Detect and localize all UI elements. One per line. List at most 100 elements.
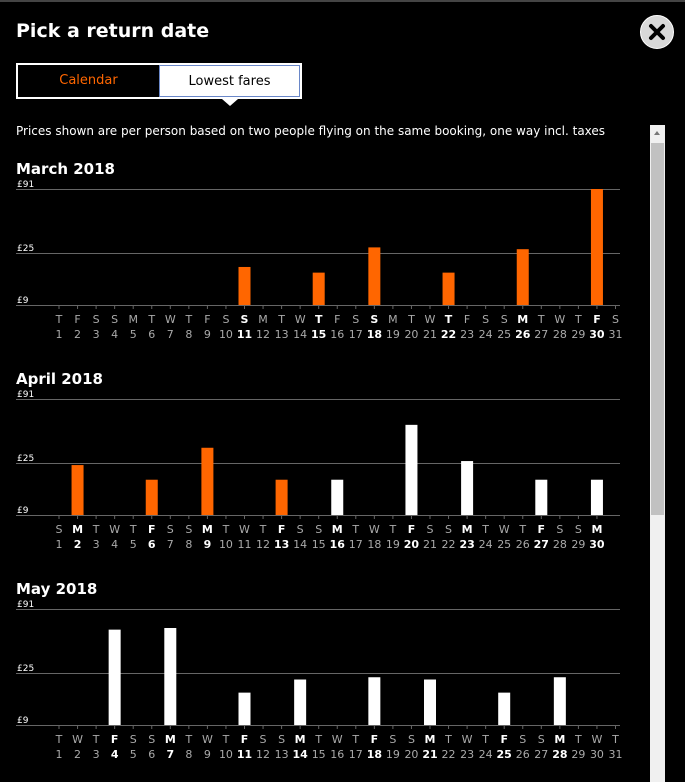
weekday-label: T bbox=[259, 523, 267, 536]
weekday-label: T bbox=[184, 313, 192, 326]
fare-bar-april-2[interactable] bbox=[71, 465, 84, 515]
day-number-label: 1 bbox=[56, 748, 63, 761]
fare-chart-may: £91£25£9T1W2T3F4S5S6M7T8W9T10F11S12S13M1… bbox=[16, 600, 623, 761]
scrollbar-thumb[interactable] bbox=[651, 143, 664, 515]
weekday-label: W bbox=[239, 523, 250, 536]
fare-bar-march-22[interactable] bbox=[442, 272, 455, 305]
weekday-label: W bbox=[554, 313, 565, 326]
day-number-label: 4 bbox=[111, 328, 118, 341]
tab-lowest-fares[interactable]: Lowest fares bbox=[158, 65, 300, 97]
weekday-label: T bbox=[574, 313, 582, 326]
day-number-label[interactable]: 15 bbox=[311, 328, 326, 341]
fare-bar-april-6[interactable] bbox=[145, 479, 158, 515]
day-number-label[interactable]: 22 bbox=[441, 328, 456, 341]
weekday-label: S bbox=[278, 733, 285, 746]
fare-bar-march-30[interactable] bbox=[590, 189, 603, 305]
day-number-label[interactable]: 18 bbox=[367, 748, 382, 761]
fare-bar-may-14[interactable] bbox=[294, 679, 307, 725]
fare-bar-april-9[interactable] bbox=[201, 447, 214, 515]
day-number-label: 20 bbox=[404, 748, 418, 761]
fare-bar-march-15[interactable] bbox=[312, 272, 325, 305]
fare-bar-april-23[interactable] bbox=[461, 461, 474, 515]
weekday-label: S bbox=[408, 733, 415, 746]
day-number-label[interactable]: 25 bbox=[497, 748, 512, 761]
fare-bar-march-18[interactable] bbox=[368, 247, 381, 305]
day-number-label: 6 bbox=[148, 748, 155, 761]
fare-bar-april-27[interactable] bbox=[535, 479, 548, 515]
fare-bar-may-4[interactable] bbox=[108, 629, 121, 725]
day-number-label: 19 bbox=[386, 748, 400, 761]
weekday-label: T bbox=[611, 733, 619, 746]
day-number-label[interactable]: 28 bbox=[552, 748, 567, 761]
day-number-label: 3 bbox=[93, 748, 100, 761]
fare-bar-may-21[interactable] bbox=[424, 679, 436, 725]
day-number-label: 16 bbox=[330, 328, 344, 341]
day-number-label[interactable]: 21 bbox=[422, 748, 437, 761]
fare-bar-may-25[interactable] bbox=[498, 692, 511, 725]
day-number-label[interactable]: 13 bbox=[274, 538, 289, 551]
weekday-label: F bbox=[593, 313, 601, 326]
weekday-label: W bbox=[425, 313, 436, 326]
day-number-label[interactable]: 20 bbox=[404, 538, 420, 551]
weekday-label: T bbox=[129, 523, 137, 536]
day-number-label[interactable]: 11 bbox=[237, 328, 252, 341]
day-number-label[interactable]: 6 bbox=[148, 538, 156, 551]
fare-bar-april-20[interactable] bbox=[405, 424, 418, 515]
y-tick-label: £91 bbox=[17, 600, 34, 610]
day-number-label: 30 bbox=[590, 748, 604, 761]
day-number-label: 22 bbox=[442, 538, 456, 551]
day-number-label[interactable]: 11 bbox=[237, 748, 252, 761]
fare-bar-may-28[interactable] bbox=[553, 677, 566, 725]
day-number-label[interactable]: 14 bbox=[292, 748, 308, 761]
day-number-label[interactable]: 2 bbox=[74, 538, 82, 551]
y-tick-label: £25 bbox=[17, 664, 34, 674]
weekday-label: T bbox=[445, 313, 453, 326]
fare-bar-may-18[interactable] bbox=[368, 677, 381, 725]
fare-chart-march: £91£25£9T1F2S3S4M5T6W7T8F9S10S11M12T13W1… bbox=[16, 180, 623, 341]
weekday-label: W bbox=[462, 733, 473, 746]
weekday-label: T bbox=[315, 313, 323, 326]
day-number-label: 19 bbox=[386, 328, 400, 341]
weekday-label: M bbox=[128, 313, 138, 326]
day-number-label: 15 bbox=[312, 748, 326, 761]
day-number-label[interactable]: 9 bbox=[204, 538, 212, 551]
day-number-label: 23 bbox=[460, 328, 474, 341]
day-number-label: 3 bbox=[93, 328, 100, 341]
fare-bar-april-13[interactable] bbox=[275, 479, 288, 515]
scroll-up-button[interactable] bbox=[650, 125, 665, 141]
weekday-label: M bbox=[165, 733, 176, 746]
weekday-label: W bbox=[332, 733, 343, 746]
weekday-label: S bbox=[519, 733, 526, 746]
weekday-label: W bbox=[499, 523, 510, 536]
day-number-label: 2 bbox=[74, 328, 81, 341]
fare-bar-march-26[interactable] bbox=[516, 249, 529, 305]
fare-bar-april-30[interactable] bbox=[590, 479, 603, 515]
day-number-label: 1 bbox=[56, 538, 63, 551]
close-button[interactable] bbox=[640, 15, 674, 49]
close-icon bbox=[649, 24, 665, 40]
day-number-label[interactable]: 26 bbox=[515, 328, 531, 341]
day-number-label: 3 bbox=[93, 538, 100, 551]
weekday-label: M bbox=[462, 523, 473, 536]
day-number-label[interactable]: 7 bbox=[166, 748, 174, 761]
weekday-label: S bbox=[352, 313, 359, 326]
fare-bar-march-11[interactable] bbox=[238, 266, 251, 305]
day-number-label[interactable]: 16 bbox=[330, 538, 346, 551]
fare-chart-april: £91£25£9S1M2T3W4T5F6S7S8M9T10W11T12F13S1… bbox=[16, 390, 620, 551]
day-number-label[interactable]: 27 bbox=[534, 538, 549, 551]
fare-bar-may-11[interactable] bbox=[238, 692, 251, 725]
day-number-label[interactable]: 30 bbox=[589, 328, 605, 341]
weekday-label: T bbox=[147, 313, 155, 326]
day-number-label[interactable]: 30 bbox=[589, 538, 605, 551]
fare-bar-may-7[interactable] bbox=[164, 628, 177, 725]
day-number-label[interactable]: 18 bbox=[367, 328, 382, 341]
day-number-label: 25 bbox=[497, 328, 511, 341]
fare-bar-april-16[interactable] bbox=[331, 479, 344, 515]
weekday-label: T bbox=[574, 733, 582, 746]
day-number-label: 9 bbox=[204, 328, 211, 341]
day-number-label[interactable]: 23 bbox=[459, 538, 474, 551]
tab-calendar[interactable]: Calendar bbox=[18, 65, 159, 97]
weekday-label: W bbox=[295, 313, 306, 326]
day-number-label: 26 bbox=[516, 748, 530, 761]
day-number-label[interactable]: 4 bbox=[111, 748, 119, 761]
